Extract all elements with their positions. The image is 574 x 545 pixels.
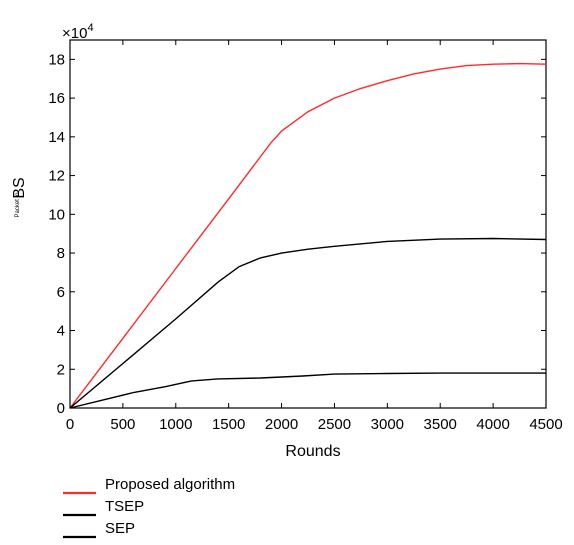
y-tick-label: 8 bbox=[57, 245, 65, 262]
y-multiplier-label: ×104 bbox=[62, 22, 94, 42]
legend: Proposed algorithm TSEP SEP bbox=[63, 476, 235, 539]
x-tick-label: 4500 bbox=[529, 416, 562, 433]
y-axis-label-prefix: Packet to bbox=[15, 192, 21, 218]
y-axis-label-group: BS bbox=[11, 177, 28, 198]
series-line-1 bbox=[69, 62, 547, 409]
x-tick-label: 3000 bbox=[371, 416, 404, 433]
series-layer bbox=[69, 62, 547, 409]
y-axis-label-prefix-group: Packet to bbox=[15, 192, 21, 218]
y-tick-label: 10 bbox=[48, 206, 65, 223]
x-tick-label: 500 bbox=[110, 416, 135, 433]
y-tick-label: 18 bbox=[48, 51, 65, 68]
x-tick-label: 2000 bbox=[265, 416, 298, 433]
y-tick-label: 6 bbox=[57, 284, 65, 301]
plot-area: 0 500 1000 1500 2000 2500 3000 3500 4000 4500 0 2 4… bbox=[48, 39, 563, 433]
y-axis-label: BS bbox=[11, 177, 28, 198]
x-tick-label: 1500 bbox=[212, 416, 245, 433]
y-tick-label: 4 bbox=[57, 323, 65, 340]
x-axis-label: Rounds bbox=[285, 443, 340, 460]
y-tick-label: 12 bbox=[48, 168, 65, 185]
y-axis-ticks: 0 2 4 6 8 10 12 14 16 18 bbox=[48, 51, 546, 417]
x-tick-label: 2500 bbox=[318, 416, 351, 433]
y-tick-label: 16 bbox=[48, 90, 65, 107]
x-axis-ticks: 0 500 1000 1500 2000 2500 3000 3500 4000 4500 bbox=[66, 40, 563, 433]
series-line-2 bbox=[69, 237, 547, 409]
y-tick-label: 14 bbox=[48, 129, 65, 146]
y-tick-label: 0 bbox=[57, 400, 65, 417]
x-tick-label: 0 bbox=[66, 416, 74, 433]
x-tick-label: 3500 bbox=[424, 416, 457, 433]
legend-label-3: SEP bbox=[105, 520, 135, 537]
legend-label-2: TSEP bbox=[105, 498, 144, 515]
legend-label-1: Proposed algorithm bbox=[105, 476, 235, 493]
plot-frame bbox=[69, 39, 547, 409]
x-tick-label: 4000 bbox=[476, 416, 509, 433]
series-line-3 bbox=[69, 372, 546, 409]
x-tick-label: 1000 bbox=[159, 416, 192, 433]
y-tick-label: 2 bbox=[57, 361, 65, 378]
